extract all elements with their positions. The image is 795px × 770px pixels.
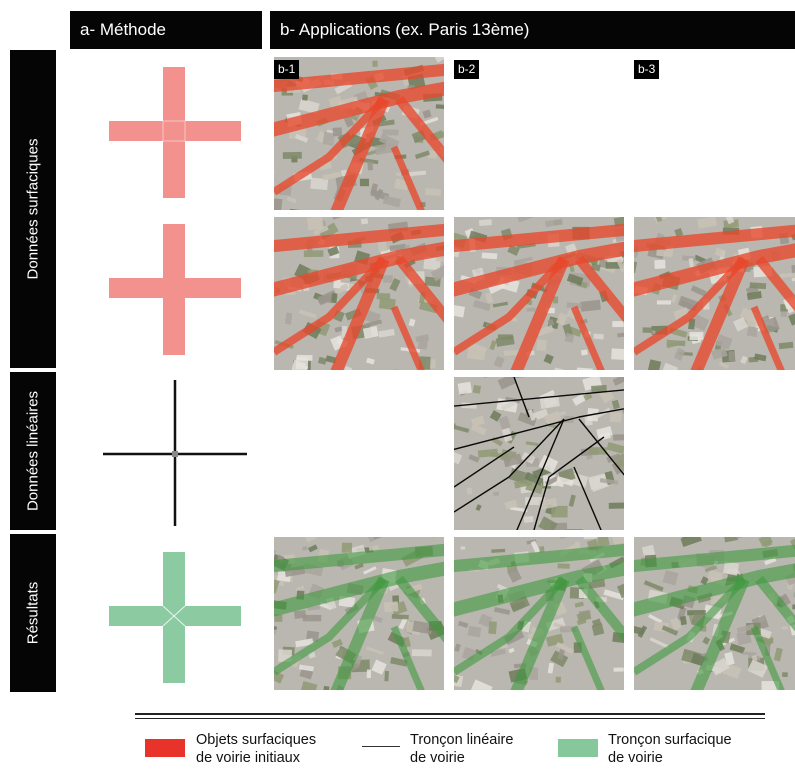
tile-b3-surfacique — [634, 217, 795, 370]
legend-troncon-lineaire: Tronçon linéaire de voirie — [410, 732, 514, 766]
method-cross-red — [109, 224, 241, 355]
method-cross-split-red — [109, 67, 241, 198]
tile-b1-surfacique — [274, 217, 444, 370]
tile-b3-resultat — [634, 537, 795, 690]
legend-objets-surfaciques: Objets surfaciques de voirie initiaux — [196, 732, 317, 766]
legend-green-swatch — [558, 739, 598, 757]
header-methode: a- Méthode — [70, 11, 262, 49]
legend-red-swatch — [145, 739, 185, 757]
method-cross-lines — [103, 380, 247, 526]
legend-divider-top — [135, 713, 765, 715]
tile-b1-surfacique-initial — [274, 57, 444, 210]
tag-b1: b-1 — [274, 60, 300, 79]
tag-b2: b-2 — [454, 60, 480, 79]
row-label-surfaciques: Données surfaciques — [10, 50, 56, 368]
tile-b1-resultat — [274, 537, 444, 690]
legend-troncon-surfacique: Tronçon surfacique de voirie — [608, 732, 732, 766]
tag-b3: b-3 — [634, 60, 660, 79]
tile-b2-resultat — [454, 537, 624, 690]
method-cross-green — [109, 552, 241, 683]
row-label-resultats: Résultats — [10, 534, 56, 692]
tile-b2-surfacique — [454, 217, 624, 370]
header-applications: b- Applications (ex. Paris 13ème) — [270, 11, 795, 49]
tile-b2-lineaire — [454, 377, 624, 530]
legend-line-swatch — [362, 746, 400, 747]
row-label-lineaires: Données linéaires — [10, 372, 56, 530]
legend-divider-bottom — [135, 718, 765, 719]
